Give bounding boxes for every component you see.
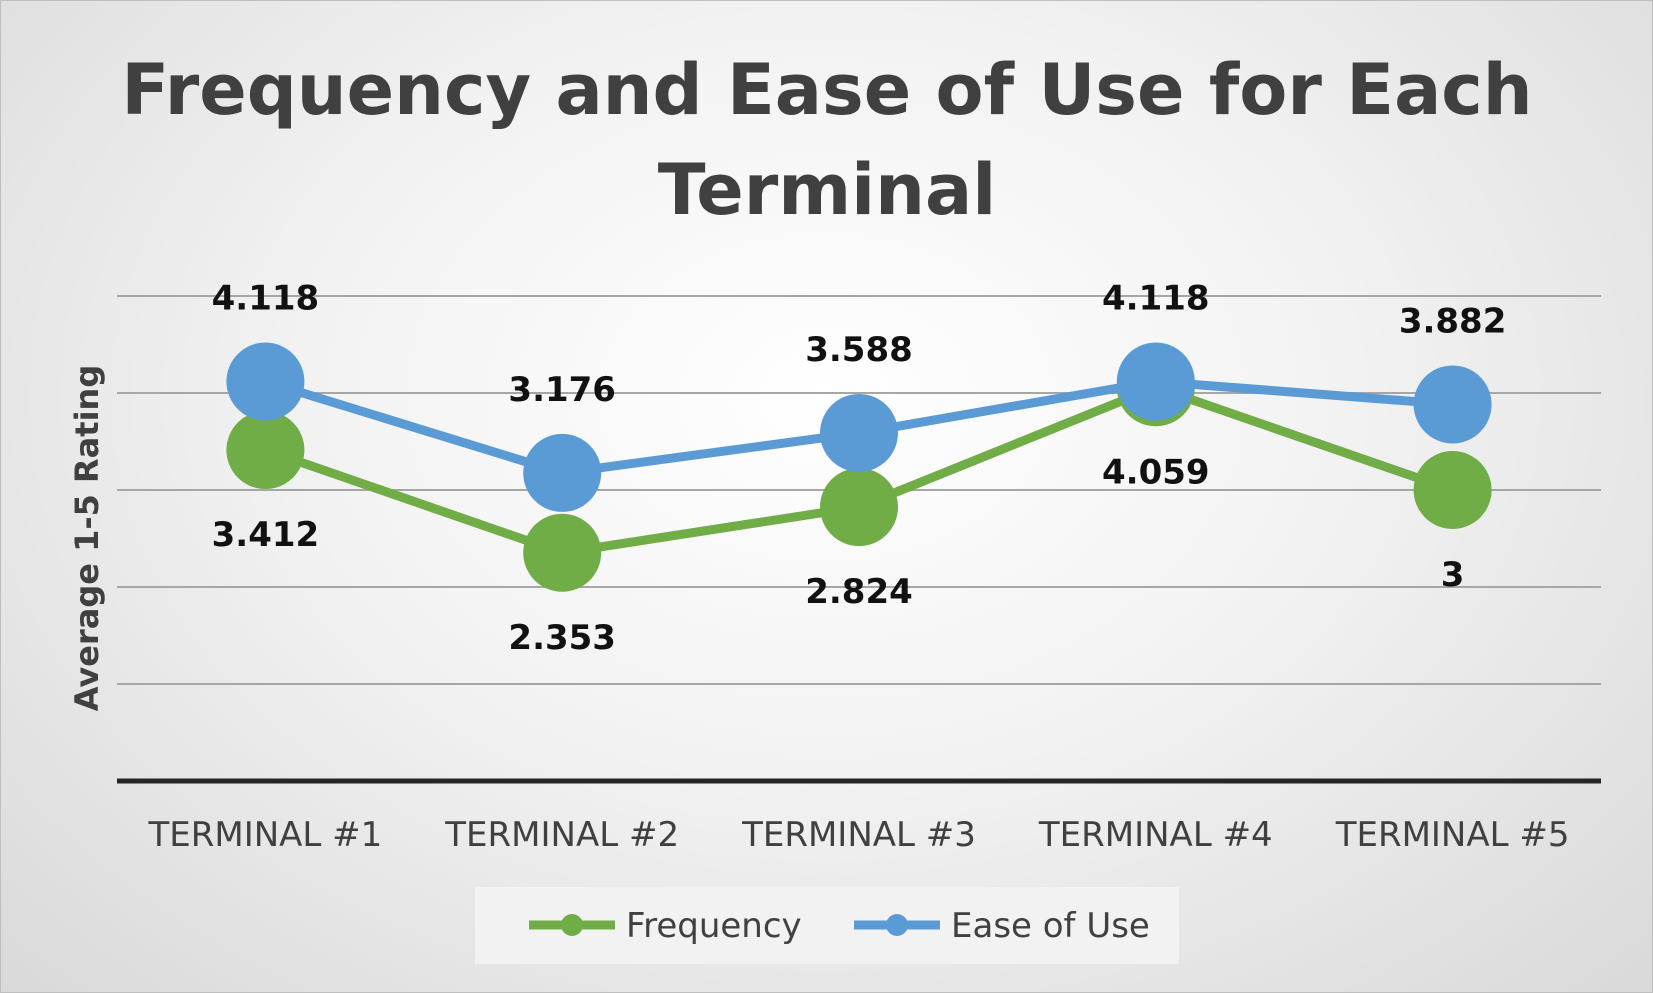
data-point-ease-of-use <box>523 433 602 512</box>
y-axis-label: Average 1-5 Rating <box>68 365 106 711</box>
data-point-ease-of-use <box>226 342 305 421</box>
x-tick-label: TERMINAL #1 <box>147 815 382 855</box>
legend: Frequency Ease of Use <box>475 887 1179 964</box>
data-point-frequency <box>820 468 898 547</box>
x-tick-label: TERMINAL #3 <box>741 815 976 855</box>
data-label-ease-of-use: 4.118 <box>212 279 320 319</box>
legend-frequency-marker <box>561 914 583 936</box>
data-label-ease-of-use: 3.588 <box>805 330 913 370</box>
data-point-frequency <box>226 411 305 490</box>
data-label-frequency: 3 <box>1441 555 1465 595</box>
data-point-ease-of-use <box>1116 342 1195 421</box>
data-label-ease-of-use: 3.176 <box>508 370 616 410</box>
legend-ease-of-use-label: Ease of Use <box>951 906 1150 946</box>
data-label-ease-of-use: 3.882 <box>1399 301 1507 341</box>
series-layer <box>226 342 1492 592</box>
data-label-frequency: 2.353 <box>508 618 616 658</box>
data-point-ease-of-use <box>820 393 898 472</box>
chart-title-line-2: Terminal <box>658 149 996 231</box>
data-point-frequency <box>1413 451 1492 529</box>
data-label-frequency: 4.059 <box>1102 452 1210 492</box>
legend-ease-of-use-marker <box>886 914 908 936</box>
x-tick-label: TERMINAL #4 <box>1038 815 1273 855</box>
data-label-frequency: 2.824 <box>805 572 913 612</box>
data-point-frequency <box>523 513 602 592</box>
x-tick-label: TERMINAL #5 <box>1335 815 1570 855</box>
data-labels: 3.412 2.353 2.824 4.059 3 4.118 3.176 3.588 4.11… <box>212 279 1507 658</box>
legend-frequency-label: Frequency <box>626 906 802 946</box>
x-tick-labels: TERMINAL #1 TERMINAL #2 TERMINAL #3 TERMINA… <box>147 815 1569 855</box>
chart-title-line-1: Frequency and Ease of Use for Each <box>121 49 1532 131</box>
x-tick-label: TERMINAL #2 <box>444 815 679 855</box>
data-point-ease-of-use <box>1413 365 1492 444</box>
data-label-ease-of-use: 4.118 <box>1102 279 1210 319</box>
data-label-frequency: 3.412 <box>212 515 320 555</box>
